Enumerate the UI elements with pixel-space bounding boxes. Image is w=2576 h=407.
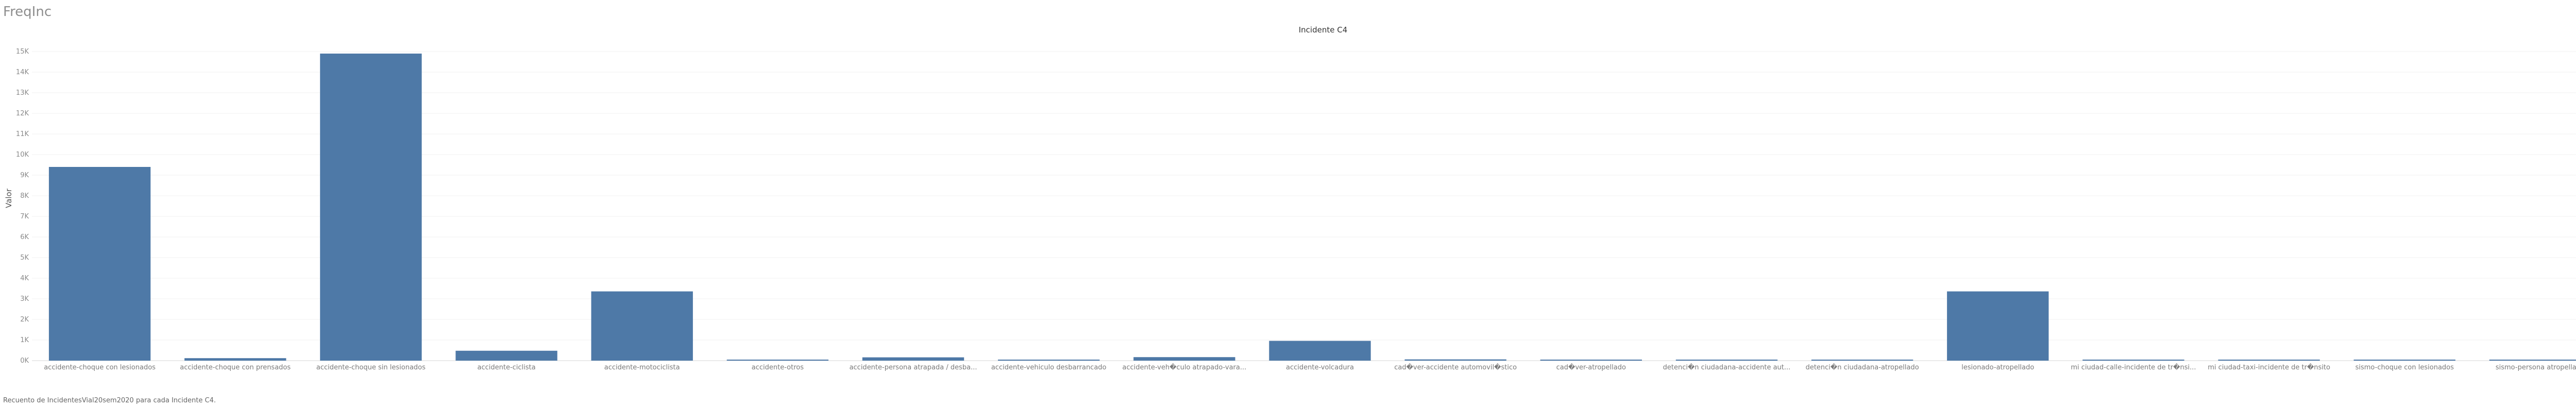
bar[interactable]: [1811, 360, 1913, 361]
y-tick-label: 3K: [20, 295, 29, 303]
x-category-label: sismo-choque con lesionados: [2355, 364, 2454, 371]
x-category-label: accidente-volcadura: [1286, 364, 1354, 371]
x-category-label: cad�ver-accidente automovil�stico: [1394, 363, 1517, 371]
y-tick-label: 14K: [16, 69, 29, 76]
bar[interactable]: [1675, 360, 1778, 361]
y-axis-ticks: 0K 1K 2K 3K 4K 5K 6K 7K 8K 9K 10K 11K 12K 13K 14K 15K: [16, 48, 29, 365]
bar[interactable]: [1540, 360, 1642, 361]
bar[interactable]: [2218, 360, 2320, 361]
bar[interactable]: [998, 360, 1100, 361]
bar[interactable]: [2353, 360, 2455, 361]
bar[interactable]: [48, 167, 151, 361]
bar[interactable]: [320, 54, 422, 361]
x-category-label: accidente-otros: [752, 364, 804, 371]
y-tick-label: 1K: [20, 336, 29, 344]
bar[interactable]: [2082, 360, 2184, 361]
bar[interactable]: [1947, 291, 2049, 361]
x-category-label: mi ciudad-taxi-incidente de tr�nsito: [2208, 363, 2330, 371]
y-tick-label: 11K: [16, 130, 29, 138]
x-category-label: accidente-choque sin lesionados: [316, 364, 426, 371]
bar[interactable]: [455, 350, 557, 361]
x-category-label: accidente-persona atrapada / desba...: [850, 364, 977, 371]
bar[interactable]: [1269, 341, 1371, 361]
y-tick-label: 5K: [20, 254, 29, 262]
x-category-label: detenci�n ciudadana-accidente aut...: [1663, 363, 1791, 371]
bar[interactable]: [726, 360, 829, 361]
gridlines: [32, 51, 2576, 361]
y-tick-label: 9K: [20, 172, 29, 179]
y-tick-label: 6K: [20, 233, 29, 241]
x-category-label: mi ciudad-calle-incidente de tr�nsi...: [2071, 363, 2196, 371]
sheet-title: FreqInc: [3, 4, 52, 20]
y-tick-label: 13K: [16, 89, 29, 97]
chart-caption: Recuento de IncidentesVial20sem2020 para…: [3, 397, 216, 404]
bar[interactable]: [1404, 359, 1506, 361]
x-category-label: sismo-persona atropellada: [2496, 364, 2576, 371]
y-tick-label: 10K: [16, 151, 29, 159]
y-axis-label: Valor: [4, 188, 13, 208]
bar-chart: Incidente C4 0K 1K 2K 3K 4K 5K 6K 7K 8K 9K 10K 11K 1…: [4, 25, 2576, 371]
bar[interactable]: [2489, 360, 2576, 361]
x-category-label: lesionado-atropellado: [1961, 364, 2034, 371]
bar[interactable]: [184, 358, 286, 361]
x-category-label: accidente-motociclista: [604, 364, 680, 371]
bar[interactable]: [591, 291, 693, 361]
x-category-label: detenci�n ciudadana-atropellado: [1806, 363, 1919, 371]
bars: [48, 54, 2576, 361]
x-category-label: accidente-vehiculo desbarrancado: [991, 364, 1107, 371]
bar[interactable]: [862, 357, 964, 361]
y-tick-label: 12K: [16, 110, 29, 117]
y-tick-label: 4K: [20, 275, 29, 282]
y-tick-label: 15K: [16, 48, 29, 56]
y-tick-label: 0K: [20, 357, 29, 365]
x-axis-category-labels: accidente-choque con lesionados accidente…: [44, 363, 2576, 371]
chart-title: Incidente C4: [1299, 25, 1348, 35]
x-category-label: accidente-veh�culo atrapado-vara...: [1122, 363, 1246, 371]
y-tick-label: 2K: [20, 316, 29, 324]
x-category-label: accidente-ciclista: [477, 364, 535, 371]
bar[interactable]: [1133, 357, 1235, 361]
x-category-label: accidente-choque con prensados: [180, 364, 291, 371]
x-category-label: cad�ver-atropellado: [1556, 363, 1626, 371]
y-tick-label: 8K: [20, 192, 29, 200]
y-tick-label: 7K: [20, 213, 29, 221]
x-category-label: accidente-choque con lesionados: [44, 364, 156, 371]
